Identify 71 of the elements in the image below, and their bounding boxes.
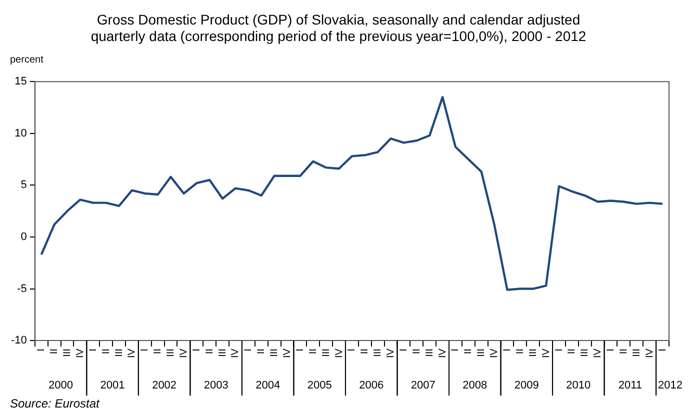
x-tick-label: I: [606, 348, 617, 352]
x-tick-label: II: [618, 348, 630, 354]
x-tick-label: I: [554, 348, 565, 352]
x-tick-label: III: [580, 348, 591, 357]
x-tick-label: I: [450, 348, 462, 352]
x-tick-label: III: [217, 348, 228, 357]
x-tick-label: IV: [126, 348, 138, 358]
text: 2009: [514, 380, 539, 392]
text: 2003: [204, 380, 228, 392]
x-tick-label: IV: [437, 348, 448, 358]
x-tick-label: III: [528, 348, 539, 357]
x-tick-label: IV: [74, 348, 86, 358]
text: 2010: [566, 380, 591, 392]
text: 2007: [410, 380, 436, 392]
x-tick-label: II: [308, 348, 319, 354]
text: 2006: [359, 380, 384, 392]
x-tick-label: III: [476, 348, 488, 357]
x-tick-label: III: [269, 348, 280, 357]
x-tick-label: I: [346, 348, 358, 352]
x-tick-label: IV: [644, 348, 656, 358]
x-tick-label: I: [502, 348, 513, 352]
text: 2008: [462, 380, 488, 392]
x-tick-label: IV: [592, 348, 604, 358]
x-tick-label: II: [100, 348, 112, 354]
x-tick-label: IV: [334, 348, 345, 358]
x-tick-label: IV: [489, 348, 500, 358]
y-tick-label: 10: [14, 127, 27, 140]
x-tick-label: II: [256, 348, 268, 354]
x-tick-label: II: [463, 348, 474, 354]
x-tick-label: II: [152, 348, 164, 354]
x-tick-label: I: [36, 348, 48, 352]
text: 2012: [658, 380, 683, 392]
x-tick-label: IV: [386, 348, 397, 358]
x-tick-label: III: [62, 348, 73, 357]
source-note: Source: Eurostat: [10, 396, 100, 410]
y-tick-label: -5: [17, 282, 27, 295]
x-tick-label: III: [114, 348, 125, 357]
x-tick-label: I: [294, 348, 306, 352]
y-tick-label: 15: [14, 76, 27, 88]
x-tick-label: II: [514, 348, 526, 354]
x-tick-label: II: [204, 348, 216, 354]
text: 2011: [618, 380, 642, 392]
x-tick-label: IV: [178, 348, 190, 358]
text: 2000: [48, 380, 74, 392]
text: 2004: [256, 380, 280, 392]
x-tick-label: I: [191, 348, 202, 352]
text: 2002: [152, 380, 177, 392]
x-tick-label: II: [411, 348, 422, 354]
x-tick-label: I: [140, 348, 151, 352]
x-tick-label: II: [49, 348, 60, 354]
x-tick-label: III: [166, 348, 177, 357]
x-tick-label: III: [320, 348, 332, 357]
text: 2005: [307, 380, 332, 392]
x-tick-label: I: [657, 348, 668, 352]
x-tick-label: IV: [282, 348, 293, 358]
text: 2001: [100, 380, 125, 392]
y-tick-label: 5: [20, 179, 27, 192]
x-tick-label: II: [566, 348, 578, 354]
x-tick-label: III: [424, 348, 436, 357]
y-tick-label: -10: [10, 334, 27, 347]
x-tick-label: I: [88, 348, 99, 352]
x-tick-label: III: [372, 348, 384, 357]
x-tick-label: III: [631, 348, 642, 357]
x-tick-label: II: [360, 348, 371, 354]
x-tick-label: IV: [540, 348, 552, 358]
y-axis-title: percent: [10, 54, 44, 66]
x-tick-label: IV: [230, 348, 242, 358]
chart-title: Gross Domestic Product (GDP) of Slovakia, seasonally and calendar adjusted quarterly data (corresponding period of the previous year=100,0%), 2000 - 2012: [90, 11, 586, 44]
x-tick-label: I: [243, 348, 254, 352]
y-tick-label: 0: [20, 231, 27, 243]
x-tick-label: I: [398, 348, 410, 352]
